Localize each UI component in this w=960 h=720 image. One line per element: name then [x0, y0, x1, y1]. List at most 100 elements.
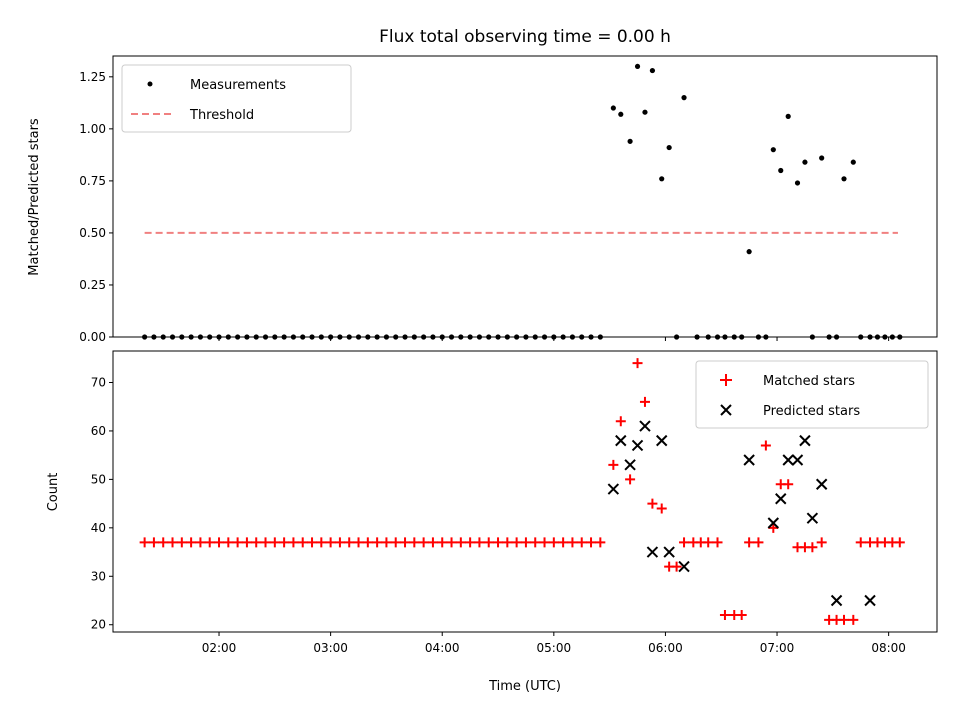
legend-threshold-label: Threshold: [189, 108, 254, 123]
matched-star-point: [455, 537, 466, 548]
matched-star-point: [671, 561, 682, 572]
measurement-point: [705, 334, 711, 340]
measurement-point: [486, 334, 492, 340]
matched-star-point: [493, 537, 504, 548]
y-tick-label: 70: [91, 375, 106, 389]
predicted-star-point: [799, 434, 811, 447]
x-tick-label: 03:00: [313, 641, 348, 655]
measurement-point: [169, 334, 176, 340]
predicted-star-point: [607, 483, 620, 495]
measurement-point: [235, 334, 241, 340]
measurement-point: [346, 334, 352, 340]
y-tick-label: 0.50: [79, 226, 106, 240]
matched-star-point: [353, 537, 364, 548]
measurement-point: [826, 334, 832, 340]
matched-star-point: [783, 479, 794, 490]
matched-star-point: [362, 537, 373, 548]
measurement-point: [197, 334, 204, 340]
matched-star-point: [679, 537, 690, 548]
predicted-star-point: [615, 434, 627, 447]
measurement-point: [731, 334, 737, 340]
legend-predicted-marker: [720, 404, 732, 416]
matched-star-point: [427, 537, 438, 548]
measurement-point: [151, 334, 157, 340]
measurement-point: [207, 334, 213, 340]
measurement-point: [642, 109, 648, 115]
measurement-point: [618, 111, 624, 117]
matched-star-point: [816, 537, 827, 548]
measurement-point: [882, 334, 888, 340]
matched-star-point: [760, 440, 771, 451]
matched-star-point: [838, 614, 849, 625]
x-tick-label: 06:00: [648, 641, 683, 655]
measurement-point: [514, 334, 520, 340]
matched-star-point: [409, 537, 420, 548]
matched-star-point: [176, 537, 187, 548]
x-axis-label: Time (UTC): [488, 679, 561, 694]
measurement-point: [627, 138, 633, 144]
bottom-legend: Matched stars Predicted stars: [695, 360, 929, 429]
measurement-point: [722, 334, 728, 340]
predicted-star-point: [782, 454, 794, 466]
measurement-point: [253, 334, 259, 340]
measurement-point: [541, 334, 548, 340]
predicted-star-point: [743, 454, 755, 466]
matched-star-point: [204, 537, 215, 548]
y-tick-label: 1.25: [79, 70, 106, 84]
matched-star-point: [744, 537, 755, 548]
top-legend: Measurements Threshold: [121, 64, 352, 133]
matched-star-point: [647, 498, 658, 509]
measurement-point: [673, 334, 680, 340]
matched-star-point: [539, 537, 550, 548]
measurement-point: [337, 334, 343, 340]
predicted-star-point: [656, 434, 668, 447]
predicted-star-point: [624, 459, 636, 471]
measurement-point: [188, 334, 194, 340]
matched-star-point: [768, 522, 779, 533]
matched-star-point: [608, 459, 619, 470]
measurement-point: [579, 334, 585, 340]
top-legend-box: [121, 64, 352, 133]
predicted-star-point: [767, 517, 780, 529]
matched-star-point: [251, 537, 262, 548]
y-tick-label: 0.00: [79, 330, 106, 344]
matched-star-point: [334, 537, 345, 548]
matched-star-point: [719, 610, 730, 621]
measurement-point: [300, 334, 306, 340]
matched-star-point: [223, 537, 234, 548]
matched-star-point: [567, 537, 578, 548]
matched-star-point: [625, 474, 636, 485]
measurement-point: [694, 334, 700, 340]
measurement-point: [666, 144, 672, 151]
top-y-axis-label: Matched/Predicted stars: [27, 118, 42, 276]
matched-star-point: [390, 537, 401, 548]
matched-star-point: [656, 503, 667, 514]
matched-star-point: [279, 537, 290, 548]
measurement-point: [794, 180, 801, 186]
measurement-point: [569, 334, 576, 340]
measurement-point: [365, 334, 371, 340]
measurement-point: [560, 334, 566, 340]
measurement-point: [179, 334, 185, 340]
matched-star-point: [595, 537, 606, 548]
matched-star-point: [260, 537, 271, 548]
measurement-point: [867, 334, 873, 340]
legend-predicted-label: Predicted stars: [763, 404, 860, 419]
measurement-point: [897, 334, 903, 340]
matched-star-point: [615, 416, 626, 427]
measurement-point: [659, 176, 665, 182]
matched-star-point: [848, 614, 859, 625]
bottom-y-axis-label: Count: [46, 473, 61, 512]
matched-star-point: [446, 537, 457, 548]
measurement-point: [402, 334, 408, 340]
matched-star-point: [586, 537, 597, 548]
predicted-star-point: [830, 594, 843, 607]
matched-star-point: [158, 537, 169, 548]
measurement-point: [532, 334, 538, 340]
measurement-point: [328, 334, 334, 340]
measurement-point: [458, 334, 464, 340]
matched-star-point: [632, 358, 643, 369]
measurement-point: [290, 334, 297, 340]
predicted-star-point: [775, 493, 787, 505]
measurement-point: [448, 334, 455, 340]
